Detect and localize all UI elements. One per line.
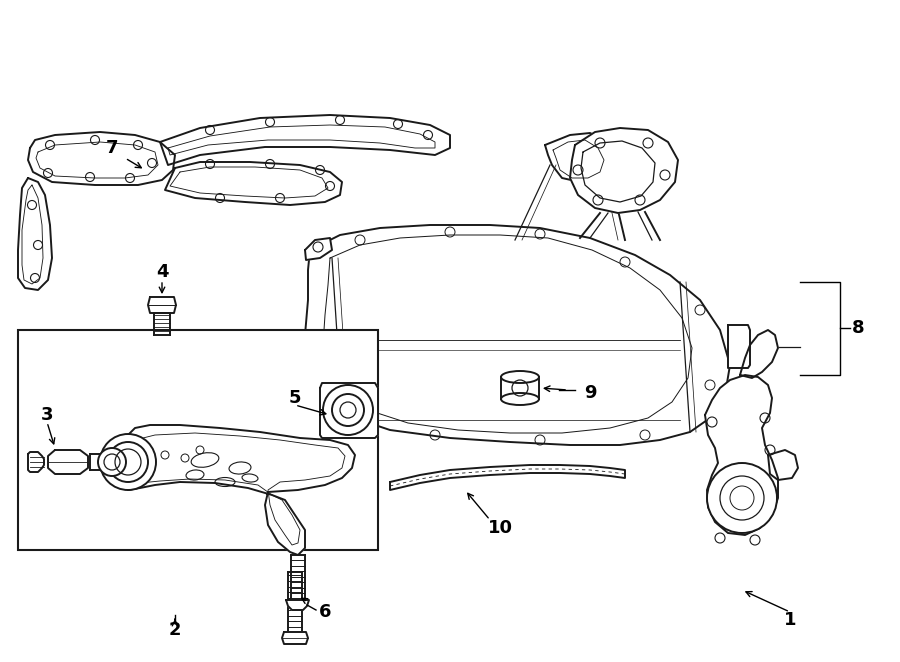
Circle shape [707, 463, 777, 533]
Polygon shape [148, 297, 176, 313]
Circle shape [313, 242, 323, 252]
Polygon shape [545, 133, 615, 182]
Polygon shape [28, 452, 44, 472]
Circle shape [720, 476, 764, 520]
Polygon shape [282, 632, 308, 644]
Text: 1: 1 [784, 611, 796, 629]
Polygon shape [122, 425, 355, 555]
Polygon shape [165, 162, 342, 205]
Circle shape [108, 442, 148, 482]
Polygon shape [705, 375, 778, 535]
Polygon shape [286, 600, 309, 610]
Text: 2: 2 [169, 621, 181, 639]
Text: 7: 7 [106, 139, 118, 157]
Text: 10: 10 [488, 519, 512, 537]
Polygon shape [740, 330, 778, 378]
Text: 5: 5 [289, 389, 302, 407]
Circle shape [332, 394, 364, 426]
Polygon shape [320, 383, 378, 438]
Ellipse shape [501, 371, 539, 383]
Ellipse shape [501, 393, 539, 405]
Polygon shape [28, 132, 175, 185]
Polygon shape [390, 465, 625, 490]
Text: 9: 9 [584, 384, 596, 402]
Text: 4: 4 [156, 263, 168, 281]
Polygon shape [768, 450, 798, 480]
Polygon shape [160, 115, 450, 165]
Circle shape [98, 448, 126, 476]
Polygon shape [305, 225, 730, 445]
Text: 8: 8 [851, 319, 864, 337]
Circle shape [312, 400, 322, 410]
Text: 6: 6 [319, 603, 331, 621]
Circle shape [323, 385, 373, 435]
Bar [18, 330, 378, 550]
Circle shape [100, 434, 156, 490]
Polygon shape [305, 385, 332, 415]
Polygon shape [728, 325, 750, 368]
Polygon shape [305, 238, 332, 260]
Text: 3: 3 [40, 406, 53, 424]
Polygon shape [48, 450, 88, 474]
Polygon shape [18, 178, 52, 290]
Polygon shape [570, 128, 678, 213]
